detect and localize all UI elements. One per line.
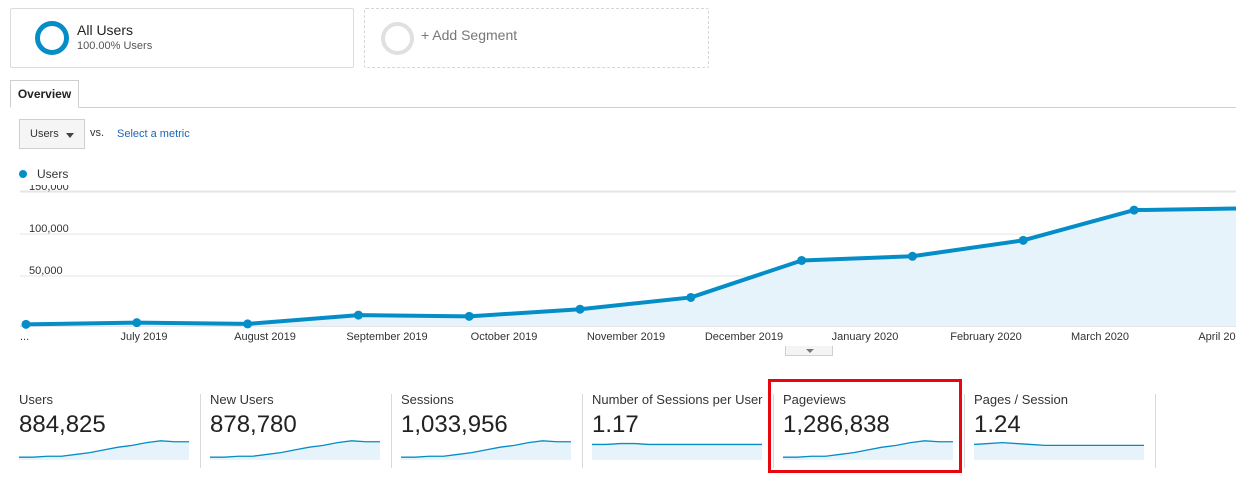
scorecard-label: Number of Sessions per User <box>592 392 763 407</box>
metric-dropdown-label: Users <box>30 128 59 140</box>
vs-label: vs. <box>90 127 105 139</box>
scorecard-number-of-sessions-per-user[interactable]: Number of Sessions per User 1.17 <box>592 392 764 470</box>
y-tick-label: 100,000 <box>29 223 69 235</box>
sparkline-line <box>592 442 762 446</box>
x-tick-label: October 2019 <box>471 331 538 343</box>
sparkline-area <box>592 443 762 460</box>
scorecard-divider <box>582 394 583 468</box>
x-tick-label: April 20 <box>1198 331 1235 343</box>
empty-segment-icon <box>381 22 414 55</box>
add-segment-label: + Add Segment <box>421 27 518 43</box>
scorecard-pages-session[interactable]: Pages / Session 1.24 <box>974 392 1146 470</box>
data-point[interactable] <box>243 319 253 329</box>
scorecard-value: 1,286,838 <box>783 411 890 438</box>
data-point[interactable] <box>464 311 474 321</box>
caret-down-icon <box>66 133 74 138</box>
tab-overview[interactable]: Overview <box>10 80 79 108</box>
add-segment-button[interactable]: + Add Segment <box>364 8 709 68</box>
scorecard-value: 1.24 <box>974 411 1021 438</box>
users-line-chart: 150,000 100,000 50,000... July 2019 August 2… <box>20 185 1236 343</box>
x-tick-label: November 2019 <box>587 331 665 343</box>
sparkline-line <box>783 440 953 458</box>
sparkline-line <box>974 441 1144 447</box>
scorecard-value: 884,825 <box>19 411 106 438</box>
scorecard-divider <box>964 394 965 468</box>
sparkline <box>19 440 189 460</box>
sparkline-line <box>19 440 189 458</box>
sparkline-area <box>974 442 1144 460</box>
data-point[interactable] <box>907 251 917 261</box>
segment-all-users[interactable]: All Users 100.00% Users <box>10 8 354 68</box>
scorecard-label: New Users <box>210 392 274 407</box>
sparkline-line <box>210 440 380 458</box>
triangle-down-icon <box>806 349 814 353</box>
y-tick-label: 150,000 <box>29 185 69 193</box>
scorecard-divider <box>773 394 774 468</box>
sparkline-line <box>401 440 571 458</box>
segment-subtitle: 100.00% Users <box>77 40 153 52</box>
tab-divider <box>10 107 1236 108</box>
scorecard-divider <box>1155 394 1156 468</box>
scorecard-users[interactable]: Users 884,825 <box>19 392 191 470</box>
chart-collapse-handle[interactable] <box>785 346 833 356</box>
scorecard-value: 1,033,956 <box>401 411 508 438</box>
segment-title: All Users <box>77 22 134 38</box>
data-point[interactable] <box>686 292 696 302</box>
x-tick-label: August 2019 <box>234 331 296 343</box>
scorecard-pageviews[interactable]: Pageviews 1,286,838 <box>783 392 955 470</box>
scorecard-label: Users <box>19 392 53 407</box>
data-point[interactable] <box>132 318 142 328</box>
x-tick-label: ... <box>20 331 29 343</box>
x-tick-label: September 2019 <box>346 331 427 343</box>
metric-dropdown[interactable]: Users <box>19 119 85 149</box>
scorecard-divider <box>200 394 201 468</box>
sparkline <box>210 440 380 460</box>
segment-ring-icon <box>35 21 69 55</box>
data-point[interactable] <box>1018 235 1028 245</box>
series-area <box>26 208 1236 326</box>
x-tick-label: July 2019 <box>120 331 167 343</box>
sparkline <box>783 440 953 460</box>
sparkline <box>401 440 571 460</box>
legend-dot-icon <box>19 170 27 178</box>
data-point[interactable] <box>797 255 807 265</box>
data-point[interactable] <box>1129 205 1139 215</box>
scorecard-value: 878,780 <box>210 411 297 438</box>
scorecard-label: Pageviews <box>783 392 846 407</box>
scorecard-label: Sessions <box>401 392 454 407</box>
data-point[interactable] <box>353 310 363 320</box>
scorecard-label: Pages / Session <box>974 392 1068 407</box>
data-point[interactable] <box>21 319 31 329</box>
x-tick-label: December 2019 <box>705 331 783 343</box>
scorecard-divider <box>391 394 392 468</box>
scorecard-sessions[interactable]: Sessions 1,033,956 <box>401 392 573 470</box>
series-line <box>25 206 1236 327</box>
x-tick-label: January 2020 <box>832 331 899 343</box>
pageviews-highlight-box <box>768 379 962 473</box>
y-tick-label: 50,000 <box>29 265 63 277</box>
x-tick-label: February 2020 <box>950 331 1022 343</box>
sparkline <box>974 441 1144 460</box>
select-metric-link[interactable]: Select a metric <box>117 128 190 140</box>
data-point[interactable] <box>575 304 585 314</box>
scorecard-value: 1.17 <box>592 411 639 438</box>
x-tick-label: March 2020 <box>1071 331 1129 343</box>
scorecard-new-users[interactable]: New Users 878,780 <box>210 392 382 470</box>
sparkline <box>592 442 762 460</box>
legend-label: Users <box>37 167 69 181</box>
